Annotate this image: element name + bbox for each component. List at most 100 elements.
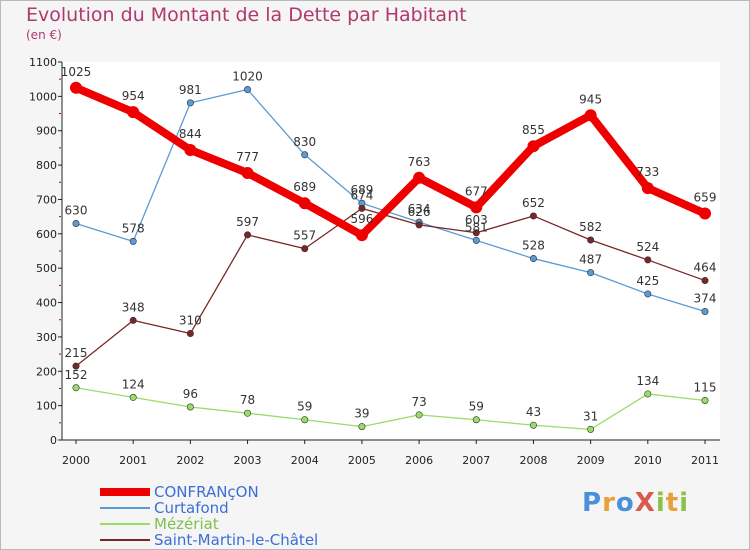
legend-label: Mézériat (154, 515, 219, 533)
data-point (186, 99, 194, 107)
data-point (127, 106, 140, 119)
legend-label: Saint-Martin-le-Châtel (154, 531, 319, 549)
data-point (644, 290, 652, 298)
data-label: 1025 (61, 65, 92, 79)
data-label: 674 (350, 188, 373, 202)
data-point (244, 85, 252, 93)
data-point (301, 245, 309, 253)
logo-letter: t (665, 488, 680, 518)
data-point (472, 236, 480, 244)
data-point (587, 425, 595, 433)
x-tick-label: 2003 (234, 454, 262, 467)
x-tick-label: 2001 (119, 454, 147, 467)
data-point (358, 204, 366, 212)
data-label: 215 (65, 346, 88, 360)
data-label: 524 (636, 240, 659, 254)
data-point (301, 151, 309, 159)
legend-item: Saint-Martin-le-Châtel (100, 532, 360, 548)
data-label: 733 (636, 165, 659, 179)
data-point (129, 393, 137, 401)
data-point (355, 229, 368, 242)
data-point (644, 256, 652, 264)
y-tick-label: 900 (36, 125, 57, 138)
y-tick-label: 500 (36, 262, 57, 275)
data-point (72, 220, 80, 228)
data-label: 630 (65, 204, 88, 218)
logo-letter: o (615, 488, 635, 518)
data-label: 634 (408, 202, 431, 216)
y-tick-label: 600 (36, 228, 57, 241)
data-point (186, 403, 194, 411)
legend: CONFRANçON Curtafond Mézériat Saint-Martin-… (100, 484, 360, 548)
legend-label: CONFRANçON (154, 483, 259, 501)
data-label: 557 (293, 229, 316, 243)
data-point (472, 416, 480, 424)
y-tick-label: 100 (36, 400, 57, 413)
data-label: 689 (350, 183, 373, 197)
data-point (72, 384, 80, 392)
data-point (241, 166, 254, 179)
data-label: 945 (579, 92, 602, 106)
data-point (529, 212, 537, 220)
data-label: 59 (469, 400, 484, 414)
data-point (358, 423, 366, 431)
data-label: 596 (350, 212, 373, 226)
data-point (701, 396, 709, 404)
data-point (641, 182, 654, 195)
x-tick-label: 2009 (577, 454, 605, 467)
data-point (415, 221, 423, 229)
data-label: 689 (293, 180, 316, 194)
data-point (413, 171, 426, 184)
data-label: 348 (122, 300, 145, 314)
data-label: 425 (636, 274, 659, 288)
data-point (529, 255, 537, 263)
y-tick-label: 1100 (29, 56, 57, 69)
data-label: 659 (694, 191, 717, 205)
data-label: 763 (408, 155, 431, 169)
data-point (701, 307, 709, 315)
legend-swatch (100, 488, 150, 496)
x-tick-label: 2004 (291, 454, 319, 467)
y-tick-label: 0 (50, 434, 57, 447)
data-label: 43 (526, 405, 541, 419)
data-label: 626 (408, 205, 431, 219)
data-label: 73 (411, 395, 426, 409)
data-label: 152 (65, 368, 88, 382)
legend-label: Curtafond (154, 499, 229, 517)
x-tick-label: 2002 (176, 454, 204, 467)
data-label: 310 (179, 313, 202, 327)
data-point (701, 277, 709, 285)
data-label: 855 (522, 123, 545, 137)
data-point (587, 269, 595, 277)
data-label: 777 (236, 150, 259, 164)
data-point (470, 201, 483, 214)
data-label: 652 (522, 196, 545, 210)
logo-letter: i (655, 488, 666, 518)
data-label: 981 (179, 83, 202, 97)
x-tick-label: 2010 (634, 454, 662, 467)
data-point (529, 421, 537, 429)
data-label: 597 (236, 215, 259, 229)
data-label: 830 (293, 135, 316, 149)
legend-item: Curtafond (100, 500, 360, 516)
data-point (415, 411, 423, 419)
data-label: 603 (465, 213, 488, 227)
logo-letter: r (602, 488, 616, 518)
chart-title: Evolution du Montant de la Dette par Hab… (26, 4, 467, 26)
data-label: 464 (694, 261, 717, 275)
legend-item: Mézériat (100, 516, 360, 532)
logo-letter: i (679, 488, 690, 518)
data-label: 487 (579, 253, 602, 267)
x-tick-label: 2006 (405, 454, 433, 467)
data-label: 1020 (232, 69, 263, 83)
series-line-2 (75, 387, 706, 430)
data-label: 578 (122, 221, 145, 235)
legend-swatch (100, 539, 150, 541)
y-tick-label: 200 (36, 365, 57, 378)
data-label: 374 (694, 291, 717, 305)
data-point (472, 229, 480, 237)
legend-swatch (100, 523, 150, 525)
data-point (129, 316, 137, 324)
data-label: 31 (583, 409, 598, 423)
